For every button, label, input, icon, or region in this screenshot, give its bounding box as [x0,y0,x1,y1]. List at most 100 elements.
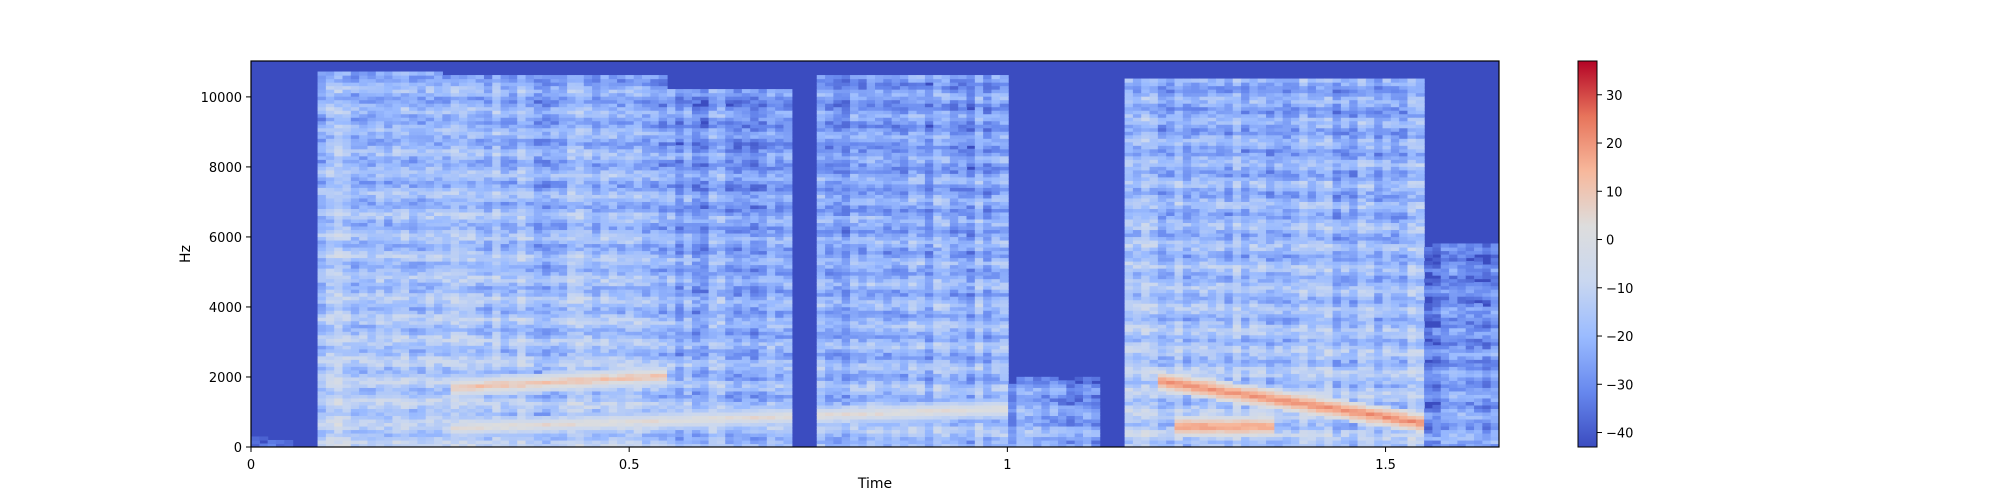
heatmap-cell [342,341,352,346]
heatmap-cell [367,243,377,248]
heatmap-cell [642,229,651,234]
heatmap-cell [583,92,593,97]
heatmap-cell [375,324,385,329]
heatmap-cell [708,443,718,447]
heatmap-cell [675,422,685,427]
heatmap-cell [667,264,676,269]
heatmap-cell [500,96,510,101]
heatmap-cell [658,232,668,238]
heatmap-cell [483,201,493,206]
heatmap-cell [517,380,527,385]
heatmap-cell [533,232,543,238]
heatmap-cell [434,282,443,287]
heatmap-cell [583,190,593,195]
heatmap-cell [558,275,568,280]
heatmap-cell [392,222,402,227]
heatmap-cell [483,194,493,199]
heatmap-cell [683,390,693,395]
heatmap-cell [542,271,552,276]
heatmap-cell [650,92,660,97]
heatmap-cell [650,355,660,360]
heatmap-cell [691,306,701,311]
heatmap-cell [425,436,435,441]
heatmap-cell [550,159,560,164]
heatmap-cell [442,327,452,332]
heatmap-cell [459,369,468,374]
heatmap-cell [384,404,394,409]
heatmap-cell [691,201,701,206]
heatmap-cell [517,236,527,241]
heatmap-cell [617,243,626,248]
heatmap-cell [617,439,626,445]
heatmap-cell [625,411,635,417]
heatmap-cell [492,369,502,374]
heatmap-cell [683,169,693,174]
heatmap-cell [359,236,369,241]
heatmap-cell [617,408,626,413]
heatmap-cell [459,352,468,357]
heatmap-cell [375,313,385,318]
heatmap-cell [617,239,626,245]
heatmap-cell [675,225,685,231]
heatmap-cell [434,187,443,192]
heatmap-cell [683,425,693,431]
heatmap-cell [459,439,468,445]
heatmap-cell [375,113,385,118]
heatmap-cell [625,352,635,357]
heatmap-cell [400,173,410,178]
heatmap-cell [608,250,618,255]
heatmap-cell [417,180,427,185]
heatmap-cell [317,278,327,283]
heatmap-cell [592,162,602,167]
heatmap-cell [425,187,435,192]
heatmap-cell [600,366,610,371]
heatmap-cell [558,222,568,227]
heatmap-cell [583,289,593,294]
heatmap-cell [325,310,335,315]
heatmap-cell [525,334,535,339]
heatmap-cell [558,380,568,385]
heatmap-cell [592,261,602,266]
heatmap-cell [409,208,418,213]
heatmap-cell [450,110,460,115]
heatmap-cell [633,390,643,395]
heatmap-cell [658,250,668,255]
heatmap-cell [350,373,360,378]
heatmap-cell [317,254,327,259]
heatmap-cell [650,348,660,353]
heatmap-cell [375,71,385,76]
heatmap-cell [400,236,410,241]
heatmap-cell [583,436,593,441]
heatmap-cell [658,162,668,167]
heatmap-cell [359,257,369,262]
heatmap-cell [475,369,485,374]
heatmap-cell [334,162,344,167]
heatmap-cell [508,334,518,339]
heatmap-cell [658,425,668,431]
heatmap-cell [650,443,660,447]
heatmap-cell [558,162,568,167]
heatmap-cell [450,236,460,241]
heatmap-cell [417,89,427,94]
heatmap-cell [683,162,693,167]
heatmap-cell [617,183,626,188]
heatmap-cell [592,303,602,308]
heatmap-cell [350,117,360,122]
heatmap-cell [275,443,285,447]
heatmap-cell [650,159,660,164]
heatmap-cell [633,211,643,216]
heatmap-cell [600,327,610,332]
heatmap-cell [700,261,710,266]
heatmap-cell [442,138,452,143]
heatmap-cell [583,257,593,262]
heatmap-cell [417,162,427,167]
heatmap-cell [350,120,360,125]
heatmap-cell [500,285,510,290]
heatmap-cell [508,78,518,83]
heatmap-cell [575,134,585,139]
heatmap-cell [691,236,701,241]
heatmap-cell [567,271,577,276]
heatmap-cell [317,425,327,431]
heatmap-cell [459,187,468,192]
heatmap-cell [542,190,552,195]
